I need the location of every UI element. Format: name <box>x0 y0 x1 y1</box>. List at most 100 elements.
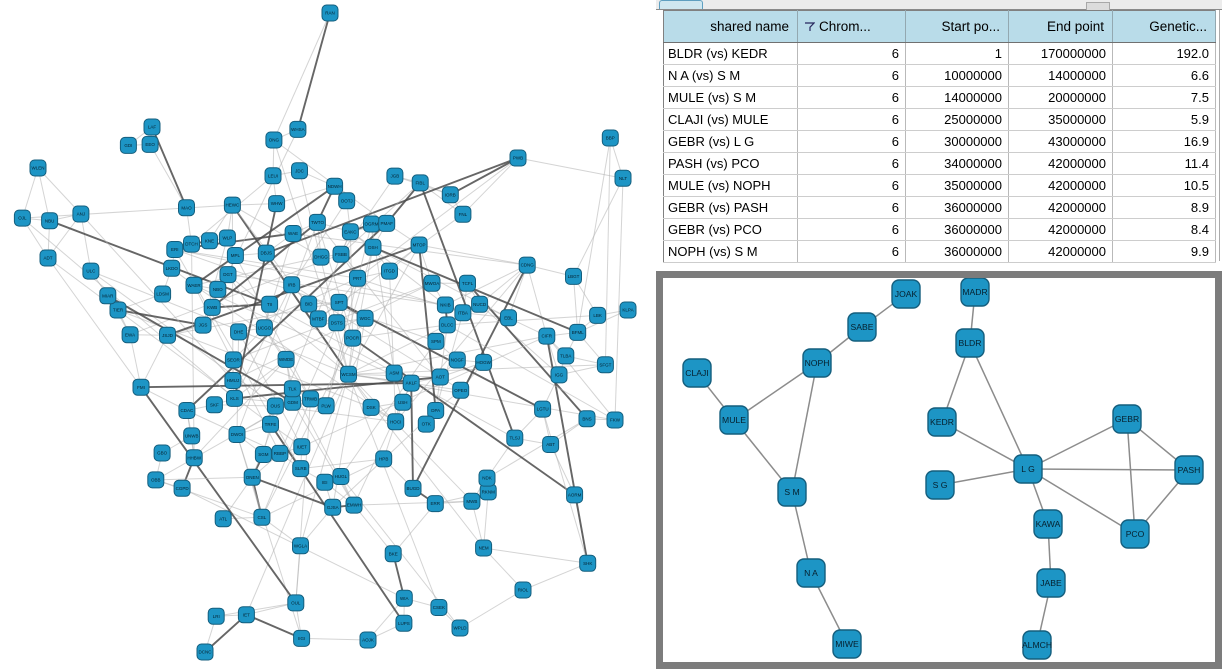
cell-shared-name[interactable]: CLAJI (vs) MULE <box>663 108 798 131</box>
node[interactable]: TLBA <box>557 347 575 365</box>
node-JOAK[interactable]: JOAK <box>891 279 921 309</box>
node[interactable]: MPL <box>226 247 244 264</box>
column-header-start-po---[interactable]: Start po... <box>905 10 1009 43</box>
node[interactable]: IEI <box>316 473 334 491</box>
node[interactable]: EEO <box>141 135 159 153</box>
node[interactable]: SHK <box>579 554 597 572</box>
node[interactable]: LBK <box>589 306 607 324</box>
node-GEBR[interactable]: GEBR <box>1112 404 1142 434</box>
node[interactable]: SGM <box>254 446 272 463</box>
cell-value[interactable]: 5.9 <box>1112 108 1216 131</box>
node[interactable]: ULC <box>82 262 100 280</box>
edge[interactable] <box>439 324 448 378</box>
cell-value[interactable]: 36000000 <box>905 218 1009 241</box>
edge[interactable] <box>462 157 519 215</box>
node[interactable]: NEM <box>475 539 493 557</box>
edge[interactable] <box>232 204 322 258</box>
node[interactable]: UNWB <box>183 427 201 445</box>
edge[interactable] <box>292 401 355 506</box>
node[interactable]: NKIB <box>436 296 454 314</box>
cell-shared-name[interactable]: BLDR (vs) KEDR <box>663 42 798 65</box>
node[interactable]: NLT <box>614 169 632 187</box>
node-PCO[interactable]: PCO <box>1120 519 1150 549</box>
edge[interactable] <box>47 257 142 388</box>
cell-value[interactable]: 42000000 <box>1008 152 1113 175</box>
edge[interactable] <box>291 200 348 285</box>
cell-value[interactable]: 1 <box>905 42 1009 65</box>
edge[interactable] <box>419 244 528 266</box>
node[interactable]: FIBL <box>411 174 429 192</box>
cell-value[interactable]: 170000000 <box>1008 42 1113 65</box>
edge[interactable] <box>174 249 437 342</box>
node[interactable]: BNS <box>578 410 596 428</box>
cell-value[interactable]: 6 <box>797 152 906 175</box>
edge[interactable] <box>193 284 412 384</box>
column-header-chrom---[interactable]: Chrom... <box>797 10 906 43</box>
column-header-shared-name[interactable]: shared name <box>663 10 798 43</box>
edge[interactable] <box>295 398 312 603</box>
node[interactable]: HOGW <box>475 353 493 371</box>
node[interactable]: SLRB <box>292 460 310 478</box>
node[interactable]: NDK <box>478 469 496 487</box>
cell-value[interactable]: 36000000 <box>905 240 1009 263</box>
edge-L G-PASH[interactable] <box>1027 468 1190 471</box>
node[interactable]: DWOI <box>228 426 246 443</box>
cell-value[interactable]: 6 <box>797 130 906 153</box>
node-MADR[interactable]: MADR <box>960 278 990 307</box>
cell-value[interactable]: 42000000 <box>1008 196 1113 219</box>
node[interactable]: ONG <box>265 131 283 149</box>
node[interactable]: ATL <box>214 510 232 528</box>
node[interactable]: JDC <box>291 162 308 180</box>
node-S-M[interactable]: S M <box>777 477 807 507</box>
cell-shared-name[interactable]: GEBR (vs) PASH <box>663 196 798 219</box>
edge[interactable] <box>193 284 396 423</box>
node[interactable]: PMAF <box>378 214 396 232</box>
cell-value[interactable]: 6 <box>797 196 906 219</box>
table-row[interactable]: GEBR (vs) PASH 6 36000000 42000000 8.9 <box>663 196 1216 219</box>
node[interactable]: HMUJ <box>224 372 242 389</box>
cell-value[interactable]: 10.5 <box>1112 174 1216 197</box>
cell-value[interactable]: 35000000 <box>905 174 1009 197</box>
cell-value[interactable]: 6 <box>797 240 906 263</box>
edge[interactable] <box>483 547 588 564</box>
node[interactable]: DBJS <box>257 244 275 262</box>
node[interactable]: CSEK <box>430 599 448 616</box>
cell-shared-name[interactable]: N A (vs) S M <box>663 64 798 87</box>
cell-value[interactable]: 8.9 <box>1112 196 1216 219</box>
node[interactable]: HOCI <box>387 413 405 431</box>
node[interactable]: DLCC <box>438 316 456 334</box>
node-S-G[interactable]: S G <box>925 470 955 500</box>
node[interactable]: IUET <box>293 438 311 456</box>
node[interactable]: GBO <box>153 444 171 462</box>
edge[interactable] <box>234 359 287 399</box>
table-row[interactable]: GEBR (vs) PCO 6 36000000 42000000 8.4 <box>663 218 1216 241</box>
network-detail-canvas[interactable]: JOAK MADR SABE NOPH BLDR CLAJI MULE KEDR GEBR L G… <box>663 278 1215 662</box>
node[interactable]: HHBW <box>185 449 203 467</box>
edge[interactable] <box>508 264 528 318</box>
edge[interactable] <box>348 244 420 375</box>
edge[interactable] <box>577 137 611 333</box>
node[interactable]: JGS <box>194 316 212 334</box>
node-CLAJI[interactable]: CLAJI <box>682 358 712 388</box>
cell-value[interactable]: 6 <box>797 108 906 131</box>
node[interactable]: ANJ <box>72 205 90 223</box>
node[interactable]: POCR <box>344 329 362 347</box>
cell-value[interactable]: 20000000 <box>1008 86 1113 109</box>
node[interactable]: JSJD <box>159 326 176 344</box>
node[interactable]: TII <box>261 295 279 313</box>
edge[interactable] <box>348 374 440 608</box>
node[interactable]: EMWH <box>345 496 363 514</box>
edge[interactable] <box>37 167 82 215</box>
node[interactable]: DGT <box>219 266 237 284</box>
node[interactable]: FNL <box>454 205 472 223</box>
node[interactable]: RIOL <box>514 581 532 599</box>
edge[interactable] <box>273 139 349 375</box>
node[interactable]: SKF <box>205 396 223 414</box>
table-row[interactable]: N A (vs) S M 6 10000000 14000000 6.6 <box>663 64 1216 87</box>
node[interactable]: RBBP <box>271 444 289 462</box>
node[interactable]: HEWC <box>223 196 241 214</box>
edge[interactable] <box>412 264 529 489</box>
node[interactable]: USH <box>394 393 412 411</box>
node[interactable]: DPA <box>427 402 445 419</box>
cell-value[interactable]: 11.4 <box>1112 152 1216 175</box>
